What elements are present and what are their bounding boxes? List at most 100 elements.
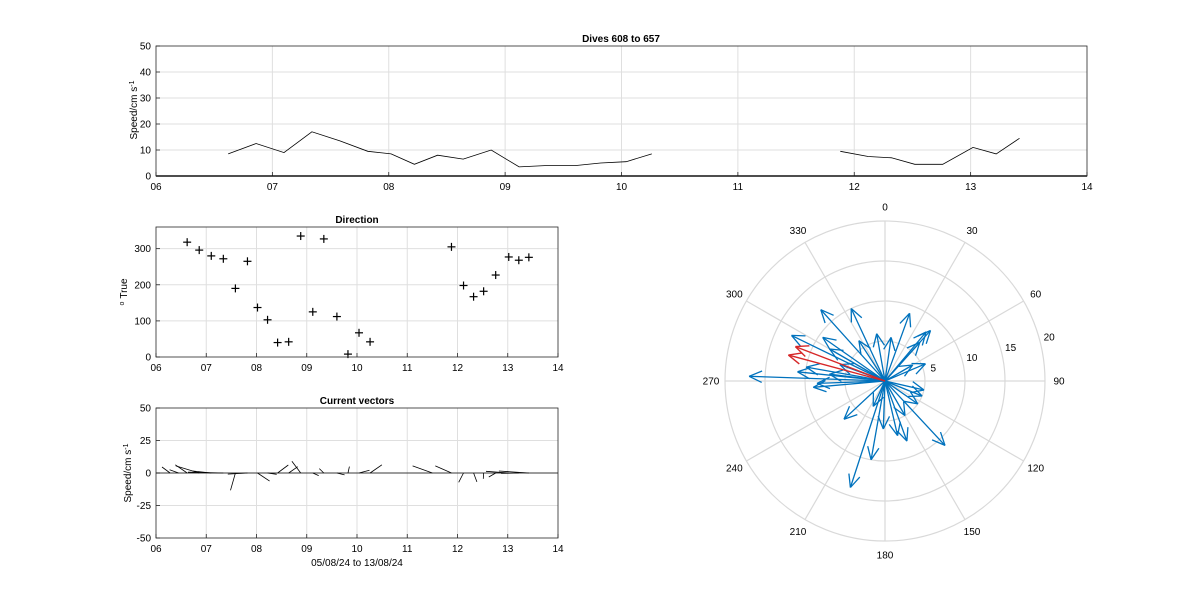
polar-vector [791,334,886,382]
polar-r-label: 15 [1005,343,1017,354]
polar-vector-head [898,364,913,368]
vectors-frame [155,407,559,539]
vector-stick [288,466,298,474]
polar-theta-label: 60 [1030,290,1042,301]
polar-theta-label: 270 [703,377,720,388]
vector-stick [230,472,236,491]
polar-vector-shaft [870,380,886,460]
polar-theta-label: 150 [964,527,981,538]
polar-vector-head [876,333,886,346]
speed-xtick-label: 06 [150,182,162,193]
polar-vector-head [748,375,762,383]
polar-vector-head [813,386,827,393]
speed-ylabel: Speed/cm s-1 [129,80,141,139]
polar-vector-head [911,385,923,397]
polar-vector-head [921,331,927,346]
polar-vector-shaft [884,380,906,416]
polar-vector-shaft [806,366,886,382]
speed-xtick-label: 07 [267,182,279,193]
direction-xtick-label: 11 [402,363,413,374]
vector-stick [458,472,464,483]
vector-stick [161,466,171,474]
polar-vector-head [843,413,858,420]
polar-vector-head [829,369,843,375]
direction-point [504,252,513,261]
direction-point [319,234,328,243]
polar-theta-label: 300 [726,290,743,301]
direction-xtick-label: 14 [552,363,564,374]
speed-xtick-label: 08 [383,182,395,193]
polar-vector-shaft [820,309,886,382]
polar-vector-shaft [816,380,886,385]
direction-point [284,337,293,346]
direction-xtick-label: 12 [452,363,464,374]
speed-series-segment [840,137,1020,165]
vectors-xtick-label: 08 [251,544,263,555]
polar-vector [850,308,886,382]
direction-xtick-label: 06 [150,363,162,374]
vector-stick [412,465,433,474]
polar-mean-vector [794,345,886,382]
polar-vector [820,309,886,382]
direction-point [447,242,456,251]
speed-series-segment [228,131,652,168]
speed-ytick-label: 20 [140,120,152,131]
polar-vector [816,376,886,390]
vectors-ytick-label: 50 [140,404,152,415]
polar-vector [877,380,891,430]
vector-stick [175,465,200,474]
polar-vector-head [858,340,871,349]
polar-theta-label: 240 [726,464,743,475]
polar-vector-head [890,337,896,352]
polar-vector-head [908,395,923,398]
polar-r-label: 20 [1044,333,1056,344]
direction-title: Direction [335,215,378,226]
polar-vector [858,340,886,382]
vectors-xtick-label: 12 [452,544,464,555]
direction-ytick-label: 100 [134,316,151,327]
polar-vector-shaft [884,363,926,382]
polar-vector-head [829,348,839,361]
polar-vector-head [850,308,863,319]
polar-vector [884,380,919,405]
polar-vector [829,348,886,382]
polar-r-label: 10 [966,353,978,364]
polar-vector-head [915,363,926,375]
speed-title: Dives 608 to 657 [582,34,660,45]
polar-theta-label: 0 [882,203,888,214]
polar-vector-head [791,334,801,347]
polar-vector-shaft [872,380,886,407]
direction-point [524,253,533,262]
polar-vector-shaft [882,380,886,430]
polar-vector-head [816,376,830,384]
polar-vector-head [896,421,901,436]
polar-vector-shaft [884,380,925,391]
polar-vector-head [872,333,878,348]
polar-vector-head [816,382,831,390]
vector-stick [347,466,350,474]
polar-vector-shaft [884,380,899,436]
vectors-xtick-label: 10 [351,544,363,555]
polar-vector-head [910,391,919,405]
polar-vector [797,366,886,382]
polar-vector [883,337,896,382]
polar-vector-head [902,401,906,416]
speed-ytick-label: 50 [140,42,152,53]
vectors-ytick-label: -50 [137,534,152,545]
vectors-xtick-label: 11 [402,544,413,555]
polar-vector [843,380,886,420]
direction-point [296,232,305,241]
polar-vector-shaft [884,380,923,397]
direction-point [219,254,228,263]
polar-vector [884,362,926,382]
polar-mean-vector-head [795,345,810,348]
vector-stick [257,472,270,482]
polar-vector-head [908,313,912,328]
direction-axes: Direction oTrue 06 07 08 09 10 11 12 13 14 0 100 20… [119,215,564,374]
vector-stick [435,465,452,474]
vector-stick [473,472,478,483]
speed-xtick-label: 10 [616,182,628,193]
polar-vector-shaft [749,375,886,382]
direction-point [366,337,375,346]
polar-vector-head [912,381,925,391]
